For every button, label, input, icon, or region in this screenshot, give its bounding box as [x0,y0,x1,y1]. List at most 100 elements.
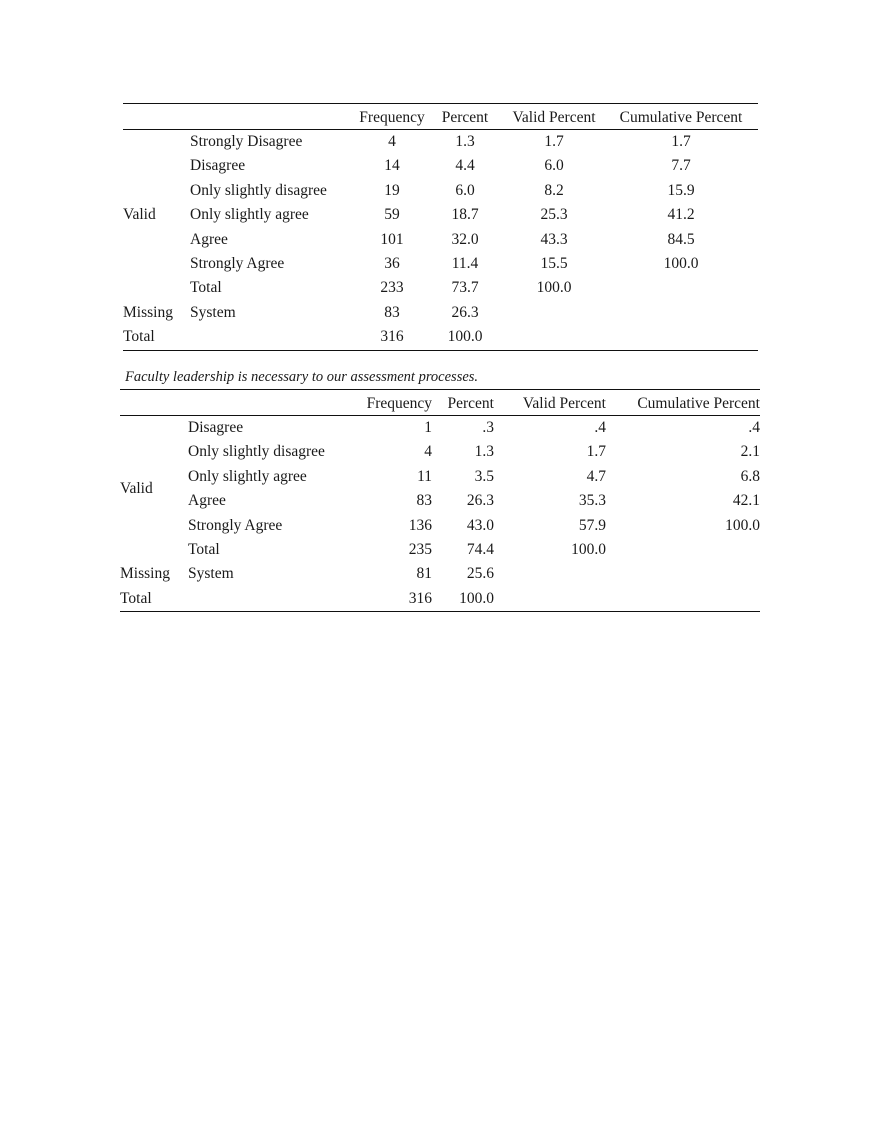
cumulative-percent-cell: 100.0 [663,255,699,273]
frequency-cell: 11 [417,467,432,485]
percent-cell: 3.5 [474,467,494,485]
frequency-cell: 1 [424,419,432,436]
percent-cell: 4.4 [455,157,475,175]
percent-cell: 100.0 [459,589,494,607]
table-row: Strongly Agree 136 43.0 57.9 100.0 [120,514,760,538]
empty-cell [504,325,604,350]
frequency-cell: 14 [384,157,400,175]
table-caption: Faculty leadership is necessary to our a… [125,369,479,385]
table-row: Total 235 74.4 100.0 [120,538,760,562]
group-label-missing: Missing [120,565,170,583]
frequency-cell: 4 [424,443,432,461]
row-label: Agree [190,230,228,248]
header-frequency: Frequency [366,395,432,412]
row-label: Only slightly disagree [190,181,327,199]
empty-cell [504,301,604,325]
header-cumulative-percent: Cumulative Percent [637,395,760,412]
valid-percent-cell: .4 [594,419,606,436]
table-row: Agree 83 26.3 35.3 42.1 [120,489,760,513]
header-percent: Percent [447,395,494,412]
table-row: Only slightly agree 11 3.5 4.7 6.8 [120,465,760,489]
empty-cell [188,587,356,612]
cumulative-percent-cell [606,538,760,562]
percent-cell: .3 [482,419,494,436]
valid-percent-cell: 35.3 [578,492,606,510]
cumulative-percent-cell: 7.7 [671,157,691,175]
group-label-valid: Valid [123,206,156,224]
frequency-cell: 83 [416,492,433,510]
row-label: Agree [188,492,226,510]
header-blank [190,104,358,130]
row-label: Only slightly agree [188,467,307,485]
row-label: Strongly Disagree [190,133,303,150]
header-percent: Percent [441,109,489,126]
empty-cell [190,325,358,350]
header-valid-percent: Valid Percent [522,395,606,412]
empty-cell [604,325,758,350]
frequency-cell: 316 [408,589,432,607]
frequency-cell: 4 [388,133,396,150]
group-label-missing: Missing [123,303,173,321]
percent-cell: 32.0 [451,230,479,248]
table-row: Only slightly agree 59 18.7 25.3 41.2 [123,203,758,227]
percent-cell: 6.0 [455,181,475,199]
header-blank [188,390,356,416]
percent-cell: 18.7 [451,206,479,224]
valid-percent-cell: 1.7 [586,443,606,461]
frequency-table-2: Frequency Percent Valid Percent Cumulati… [120,389,760,613]
table-row: Valid Disagree 1 .3 .4 .4 [120,416,760,497]
cumulative-percent-cell: 6.8 [740,467,760,485]
table-header-row: Frequency Percent Valid Percent Cumulati… [123,104,758,130]
row-label: Strongly Agree [190,255,285,273]
percent-cell: 26.3 [451,303,479,321]
percent-cell: 1.3 [474,443,494,461]
frequency-table-1: Frequency Percent Valid Percent Cumulati… [123,103,758,351]
cumulative-percent-cell: 41.2 [667,206,695,224]
table-row: Disagree 14 4.4 6.0 7.7 [123,154,758,178]
empty-cell [494,587,606,612]
empty-cell [604,301,758,325]
valid-percent-cell: 43.3 [540,230,568,248]
cumulative-percent-cell [604,276,758,300]
table-row: Total 316 100.0 [120,587,760,612]
group-label-total: Total [120,589,152,607]
row-label: System [188,565,234,583]
valid-percent-cell: 8.2 [544,181,564,199]
cumulative-percent-cell: 15.9 [667,181,695,199]
row-label: Disagree [188,419,244,436]
row-label: Only slightly disagree [188,443,325,461]
valid-percent-cell: 57.9 [578,516,606,534]
valid-percent-cell: 4.7 [586,467,606,485]
cumulative-percent-cell: 100.0 [725,516,760,534]
percent-cell: 43.0 [466,516,494,534]
row-label: Total [188,541,220,559]
table-row: Strongly Agree 36 11.4 15.5 100.0 [123,252,758,276]
percent-cell: 74.4 [466,541,494,559]
frequency-cell: 36 [384,255,400,273]
percent-cell: 25.6 [466,565,494,583]
group-label-total: Total [123,328,155,346]
cumulative-percent-cell: 42.1 [732,492,760,510]
valid-percent-cell: 15.5 [540,255,568,273]
valid-percent-cell: 25.3 [540,206,568,224]
valid-percent-cell: 100.0 [571,541,606,559]
header-frequency: Frequency [359,109,425,126]
table-row: Total 316 100.0 [123,325,758,350]
row-label: System [190,303,236,321]
percent-cell: 11.4 [451,255,479,273]
header-valid-percent: Valid Percent [512,109,596,126]
table-row: Agree 101 32.0 43.3 84.5 [123,228,758,252]
table-row: Missing System 81 25.6 [120,562,760,586]
frequency-cell: 101 [380,230,404,248]
frequency-cell: 83 [384,303,400,321]
group-label-valid: Valid [120,480,153,498]
frequency-cell: 235 [408,541,432,559]
percent-cell: 100.0 [447,328,483,346]
row-label: Total [190,279,222,297]
frequency-cell: 233 [380,279,404,297]
empty-cell [494,562,606,586]
cumulative-percent-cell: 2.1 [740,443,760,461]
frequency-cell: 316 [380,328,404,346]
table-row: Total 233 73.7 100.0 [123,276,758,300]
percent-cell: 73.7 [451,279,479,297]
